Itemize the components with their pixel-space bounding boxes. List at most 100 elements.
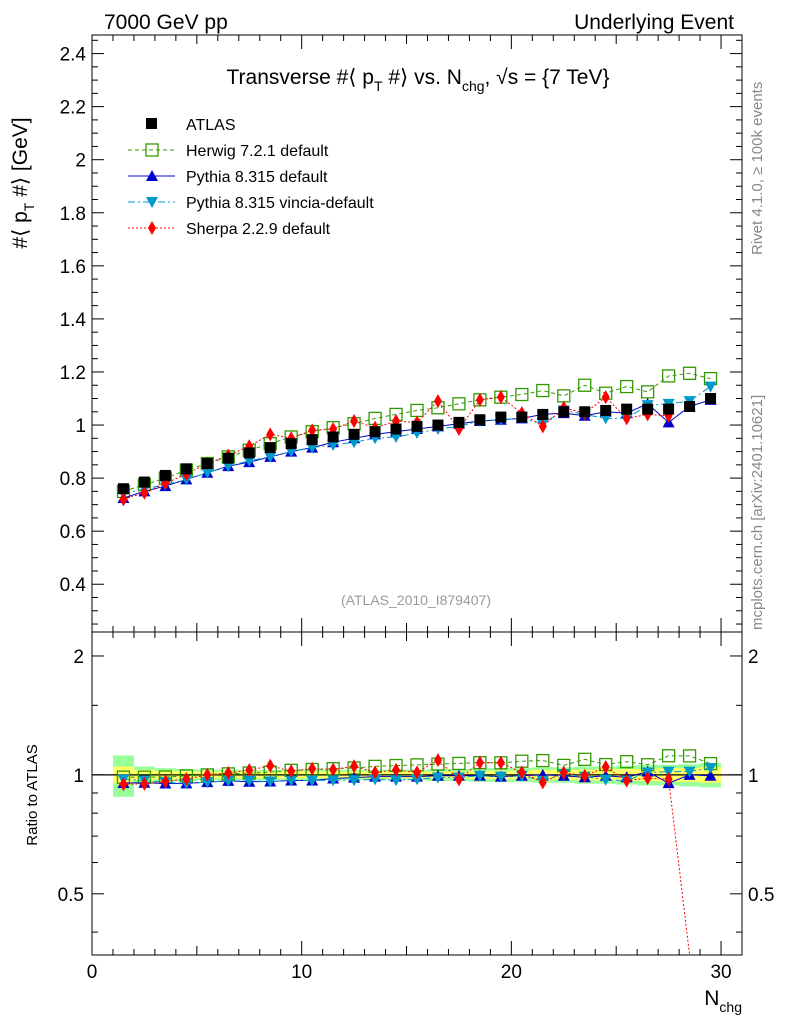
- ratio-y-tick-label: 1: [73, 766, 84, 787]
- main-y-tick-label: 1: [75, 416, 86, 437]
- ratio-herwig-point: [578, 752, 592, 766]
- main-atlas-point: [117, 483, 129, 495]
- main-atlas-point: [579, 406, 591, 418]
- main-vincia-point: [285, 446, 298, 458]
- ratio-sherpa-point: [664, 772, 673, 787]
- legend-label-vincia: Pythia 8.315 vincia-default: [186, 195, 374, 212]
- ratio-herwig-point: [661, 749, 676, 763]
- ratio-y-axis-label: Ratio to ATLAS: [24, 744, 41, 845]
- main-vincia-point: [306, 442, 319, 454]
- main-atlas-point: [474, 414, 486, 426]
- main-atlas-point: [222, 452, 234, 464]
- main-sherpa-point: [308, 423, 317, 438]
- ratio-vincia-line: [123, 767, 711, 784]
- ratio-sherpa-point: [538, 775, 547, 790]
- ratio-y-tick-label: 2: [73, 647, 84, 668]
- main-atlas-point: [264, 442, 276, 454]
- ratio-vincia-point: [390, 775, 403, 787]
- x-tick-label: 30: [710, 962, 731, 983]
- main-atlas-point: [705, 393, 717, 405]
- ratio-sherpa-point: [140, 776, 149, 791]
- ratio-sherpa-point: [622, 773, 631, 788]
- ratio-sherpa-point: [496, 755, 505, 770]
- main-vincia-point: [327, 439, 340, 451]
- main-vincia-point: [243, 455, 256, 467]
- ratio-vincia-point: [599, 774, 612, 786]
- rivet-label: Rivet 4.1.0, ≥ 100k events: [749, 82, 766, 255]
- main-y-tick-label: 2.4: [60, 45, 87, 66]
- main-sherpa-point: [350, 414, 359, 429]
- main-y-tick-label: 1.8: [60, 204, 86, 225]
- ratio-sherpa-point: [392, 762, 401, 777]
- main-y-tick-label: 0.4: [60, 575, 87, 596]
- watermark: (ATLAS_2010_I879407): [341, 592, 491, 608]
- main-herwig-point: [452, 397, 466, 411]
- main-panel: 0.4 0.6 0.8 1 1.2 1.4 1.6 1.8 2 2.2 2.4 Transverse…: [9, 34, 743, 633]
- ratio-vincia-point: [243, 775, 256, 787]
- main-atlas-point: [411, 420, 423, 432]
- ratio-sherpa-point: [454, 772, 463, 787]
- main-atlas-point: [558, 406, 570, 418]
- main-vincia-point: [599, 413, 612, 425]
- main-atlas-point: [285, 438, 297, 450]
- x-tick-label: 20: [501, 962, 522, 983]
- ratio-sherpa-point: [350, 759, 359, 774]
- main-sherpa-point: [601, 390, 610, 405]
- main-sherpa-point: [140, 485, 149, 500]
- main-title: Transverse #⟨ pT #⟩ vs. Nchg, √s = {7 Te…: [227, 66, 610, 94]
- main-herwig-point: [620, 379, 634, 394]
- ratio-vincia-point: [264, 776, 277, 788]
- legend-entry-atlas: ATLAS: [146, 117, 236, 134]
- ratio-sherpa-point: [119, 777, 128, 792]
- ratio-vincia-point: [327, 775, 340, 787]
- ratio-sherpa-point: [413, 765, 421, 780]
- ratio-vincia-point: [704, 762, 717, 774]
- main-vincia-point: [264, 451, 277, 463]
- x-tick-label: 0: [87, 962, 98, 983]
- legend-entry-vincia: Pythia 8.315 vincia-default: [128, 195, 374, 212]
- main-herwig-point: [661, 369, 676, 383]
- ratio-vincia-point: [473, 770, 486, 782]
- main-atlas-point: [390, 423, 402, 435]
- main-herwig-point: [515, 387, 529, 402]
- ratio-sherpa-point: [182, 772, 191, 787]
- main-atlas-point: [348, 428, 360, 440]
- ratio-y-tick-label-right: 0.5: [748, 885, 774, 906]
- ratio-vincia-point: [431, 772, 444, 784]
- main-atlas-point: [642, 403, 654, 415]
- main-herwig-point: [682, 366, 697, 380]
- main-sherpa-point: [496, 390, 505, 405]
- main-y-tick-label: 2.2: [60, 98, 86, 119]
- main-vincia-point: [390, 431, 403, 443]
- ratio-sherpa-point: [371, 765, 380, 780]
- main-sherpa-point: [119, 492, 128, 507]
- ratio-herwig-point: [452, 756, 466, 771]
- ratio-sherpa-point: [287, 764, 296, 779]
- ratio-y-tick-label-right: 2: [748, 647, 759, 668]
- main-y-axis-label: #⟨ pT #⟩ [GeV]: [9, 117, 37, 248]
- ratio-vincia-point: [369, 774, 382, 786]
- x-axis-label: Nchg: [704, 987, 742, 1015]
- main-atlas-point: [369, 426, 381, 438]
- ratio-sherpa-point: [308, 761, 317, 776]
- main-atlas-point: [663, 403, 675, 415]
- main-atlas-point: [138, 476, 150, 488]
- main-atlas-point: [306, 434, 318, 446]
- ratio-axis-ticks: 0.5 0.51 12 20 10 20 30: [58, 632, 774, 983]
- ratio-plot-marks: [92, 749, 742, 956]
- legend-label-sherpa: Sherpa 2.2.9 default: [186, 221, 331, 238]
- main-sherpa-point: [622, 411, 631, 426]
- main-herwig-line: [123, 372, 711, 492]
- main-y-tick-label: 2: [75, 151, 86, 172]
- ratio-vincia-point: [411, 774, 423, 786]
- ratio-sherpa-point: [161, 774, 170, 789]
- main-sherpa-point: [433, 394, 442, 409]
- main-vincia-point: [222, 461, 235, 473]
- main-atlas-point: [180, 463, 192, 475]
- main-atlas-point: [684, 400, 696, 412]
- ratio-y-tick-label: 0.5: [58, 885, 84, 906]
- ratio-vincia-point: [683, 766, 696, 778]
- ratio-sherpa-point: [580, 768, 589, 783]
- ratio-y-tick-label-right: 1: [748, 766, 759, 787]
- legend-entry-pythia: Pythia 8.315 default: [128, 169, 328, 186]
